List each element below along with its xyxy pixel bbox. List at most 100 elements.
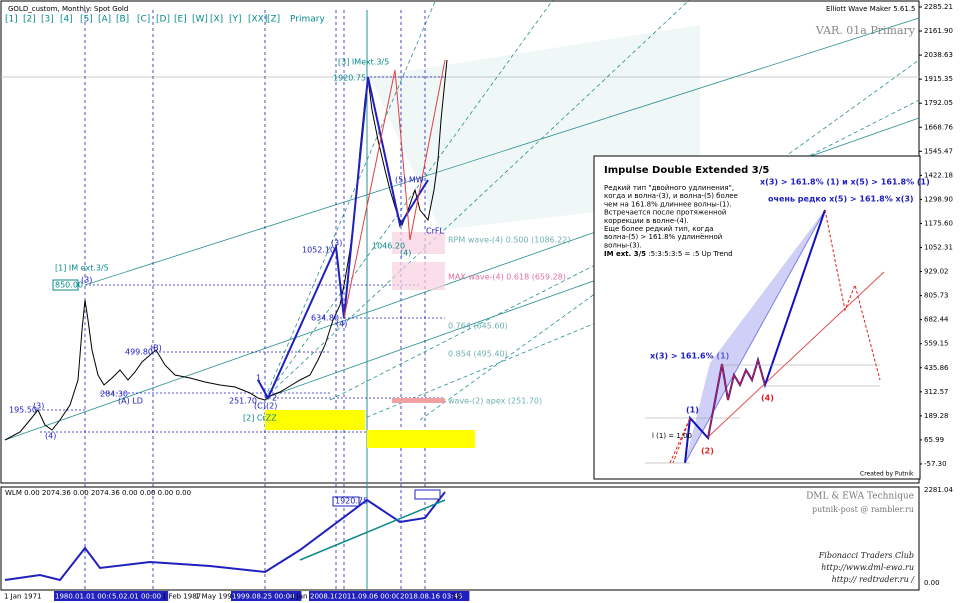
zone xyxy=(392,262,445,290)
brand: http://www.dml-ewa.ru xyxy=(821,563,914,572)
price-label: 682.44 xyxy=(924,316,949,324)
date-label: 1 Jan 1971 xyxy=(4,593,42,601)
description: Еще более редкий тип, когда xyxy=(604,225,714,233)
price-label: 2285.21 xyxy=(924,3,953,11)
levels: MAX wave-(4) 0.618 (659.28) 0.764 (645.6… xyxy=(448,236,570,406)
price-label: 435.86 xyxy=(924,364,949,372)
label: (4) xyxy=(45,432,56,441)
description: Встречается после протяженной xyxy=(604,209,726,217)
toolbar-button[interactable]: [1] xyxy=(5,15,18,25)
label: 1920.75 xyxy=(335,497,368,506)
indicator-line xyxy=(4,491,446,582)
rule: очень редко x(5) > 161.8% x(3) xyxy=(768,195,914,204)
level-label: RPM wave-(4) 0.500 (1086.22) xyxy=(448,236,570,245)
label: (C) xyxy=(254,402,266,411)
price-label: 189.28 xyxy=(924,412,949,420)
price-label: 2038.63 xyxy=(924,51,953,59)
price-label: 1298.90 xyxy=(924,195,953,203)
toolbar-button[interactable]: Primary xyxy=(290,15,325,25)
label: (4) xyxy=(400,249,411,258)
price-label: 1915.35 xyxy=(924,75,953,83)
zone xyxy=(265,410,365,430)
toolbar-button[interactable]: [E] xyxy=(174,15,187,25)
price-label: 65.99 xyxy=(924,436,944,444)
toolbar-button[interactable]: [A] xyxy=(98,15,111,25)
description: когда и волна-(3), и волна-(5) более xyxy=(604,192,738,200)
description: Редкий тип "двойного удлинения", xyxy=(604,184,734,192)
inset-panel: Impulse Double Extended 3/5 Редкий тип "… xyxy=(593,155,930,480)
rule: x(3) > 161.6% (1) xyxy=(650,352,729,361)
level-label: wave-(2) apex (251.70) xyxy=(448,397,542,406)
date-label: 1 May 1993 xyxy=(195,593,236,601)
zone xyxy=(392,398,445,403)
label: 1046.20 xyxy=(372,242,405,251)
price-label: -57.30 xyxy=(924,460,947,468)
brand: DML & EWA Technique xyxy=(806,492,914,502)
label: 2 xyxy=(272,394,277,403)
date-box xyxy=(337,591,408,601)
svg-text:IM ext. 3/5 :5:3:5:3:5 = :5 Up: IM ext. 3/5 :5:3:5:3:5 = :5 Up Trend xyxy=(604,250,733,258)
toolbar-button[interactable]: [X] xyxy=(210,15,223,25)
toolbar-button[interactable]: [3] xyxy=(41,15,54,25)
symbol: GOLD_custom, Monthly: Spot Gold xyxy=(8,5,128,13)
label: [1] IM ext.3/5 xyxy=(55,264,109,273)
time-axis: 1 Jan 1971 1980.01.01 00:005.02.01 00:00 1… xyxy=(4,591,470,601)
toolbar-button[interactable]: [D] xyxy=(156,15,170,25)
label: 1920.75 xyxy=(333,74,366,83)
date-box xyxy=(309,591,340,601)
date-box xyxy=(399,591,470,601)
toolbar-button[interactable]: [W] xyxy=(192,15,208,25)
price-label: 312.57 xyxy=(924,388,949,396)
label: 634.80 xyxy=(311,314,339,323)
toolbar: [1] [2] [3] [4] [5] [A] [B] [C] [D] [E] [W] [X] [Y] [… xyxy=(5,15,325,25)
price-axis: 2285.21 2161.90 2038.63 1915.35 1792.05 1668.… xyxy=(919,3,953,468)
price-label: 1668.76 xyxy=(924,123,953,131)
label: (A) LD xyxy=(118,397,143,406)
indicator-pane xyxy=(0,486,920,591)
wave-lines xyxy=(343,59,446,319)
label: 1 xyxy=(256,374,261,383)
price-label: 1792.05 xyxy=(924,99,953,107)
description: чем на 161.8% длиннее волны-(1). xyxy=(604,200,731,208)
price-label: 2161.90 xyxy=(924,27,953,35)
level-label: 0.854 (495.40) xyxy=(448,350,508,359)
axis-label: 0.00 xyxy=(924,579,940,587)
indicator-header: WLM 0.00 2074.36 0.00 2074.36 0.00 0.00 … xyxy=(5,489,191,497)
zone xyxy=(367,430,475,448)
label: 499.80 xyxy=(125,348,153,357)
price-label: 1052.31 xyxy=(924,244,953,252)
level-label: MAX wave-(4) 0.618 (659.28) xyxy=(448,273,566,282)
wave-label: (4) xyxy=(761,394,774,403)
toolbar-button[interactable]: [5] xyxy=(80,15,93,25)
toolbar-button[interactable]: [XX] xyxy=(248,15,267,25)
price-label: 929.02 xyxy=(924,268,949,276)
price-label: 1545.47 xyxy=(924,147,953,155)
toolbar-button[interactable]: [B] xyxy=(116,15,129,25)
label: (4) xyxy=(336,320,347,329)
date-label: 19 xyxy=(452,593,461,601)
date-label: 1 Jan 2 xyxy=(290,593,314,601)
date-box xyxy=(111,591,169,601)
inset-title: Impulse Double Extended 3/5 xyxy=(604,165,769,176)
price-label: 559.15 xyxy=(924,340,949,348)
date-label: 1980.01.01 00:00 xyxy=(55,593,117,601)
price-label: 805.73 xyxy=(924,292,949,300)
date-box xyxy=(231,591,302,601)
brand: http:// redtrader.ru / xyxy=(832,575,916,584)
toolbar-button[interactable]: [C] xyxy=(137,15,150,25)
label: (2) xyxy=(266,402,277,411)
label: (3) xyxy=(33,402,44,411)
date-label: 5.02.01 00:00 xyxy=(112,593,161,601)
level-label: 0.764 (645.60) xyxy=(448,322,508,331)
label: 251.70 xyxy=(229,397,257,406)
toolbar-button[interactable]: [Y] xyxy=(229,15,242,25)
price-label: 1175.60 xyxy=(924,219,953,227)
toolbar-button[interactable]: [2] xyxy=(23,15,36,25)
wave-label: (1) xyxy=(686,406,699,415)
zone xyxy=(392,232,445,254)
date-label: 1999.08.25 00:00 xyxy=(232,593,294,601)
toolbar-button[interactable]: [4] xyxy=(60,15,73,25)
label: [3] IMext.3/5 xyxy=(338,58,389,67)
toolbar-button[interactable]: [Z] xyxy=(267,15,280,25)
